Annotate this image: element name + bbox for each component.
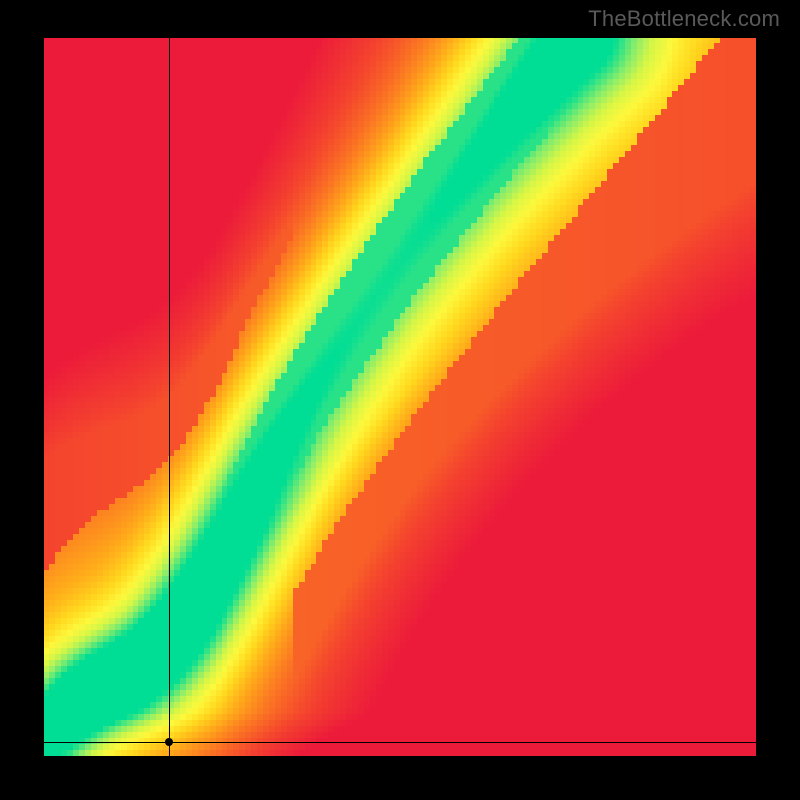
heatmap-canvas [44, 38, 756, 756]
chart-container: TheBottleneck.com [0, 0, 800, 800]
watermark-text: TheBottleneck.com [588, 6, 780, 32]
crosshair-vertical [169, 38, 170, 756]
crosshair-marker-dot [165, 738, 173, 746]
plot-frame [44, 38, 756, 756]
crosshair-horizontal [44, 742, 756, 743]
